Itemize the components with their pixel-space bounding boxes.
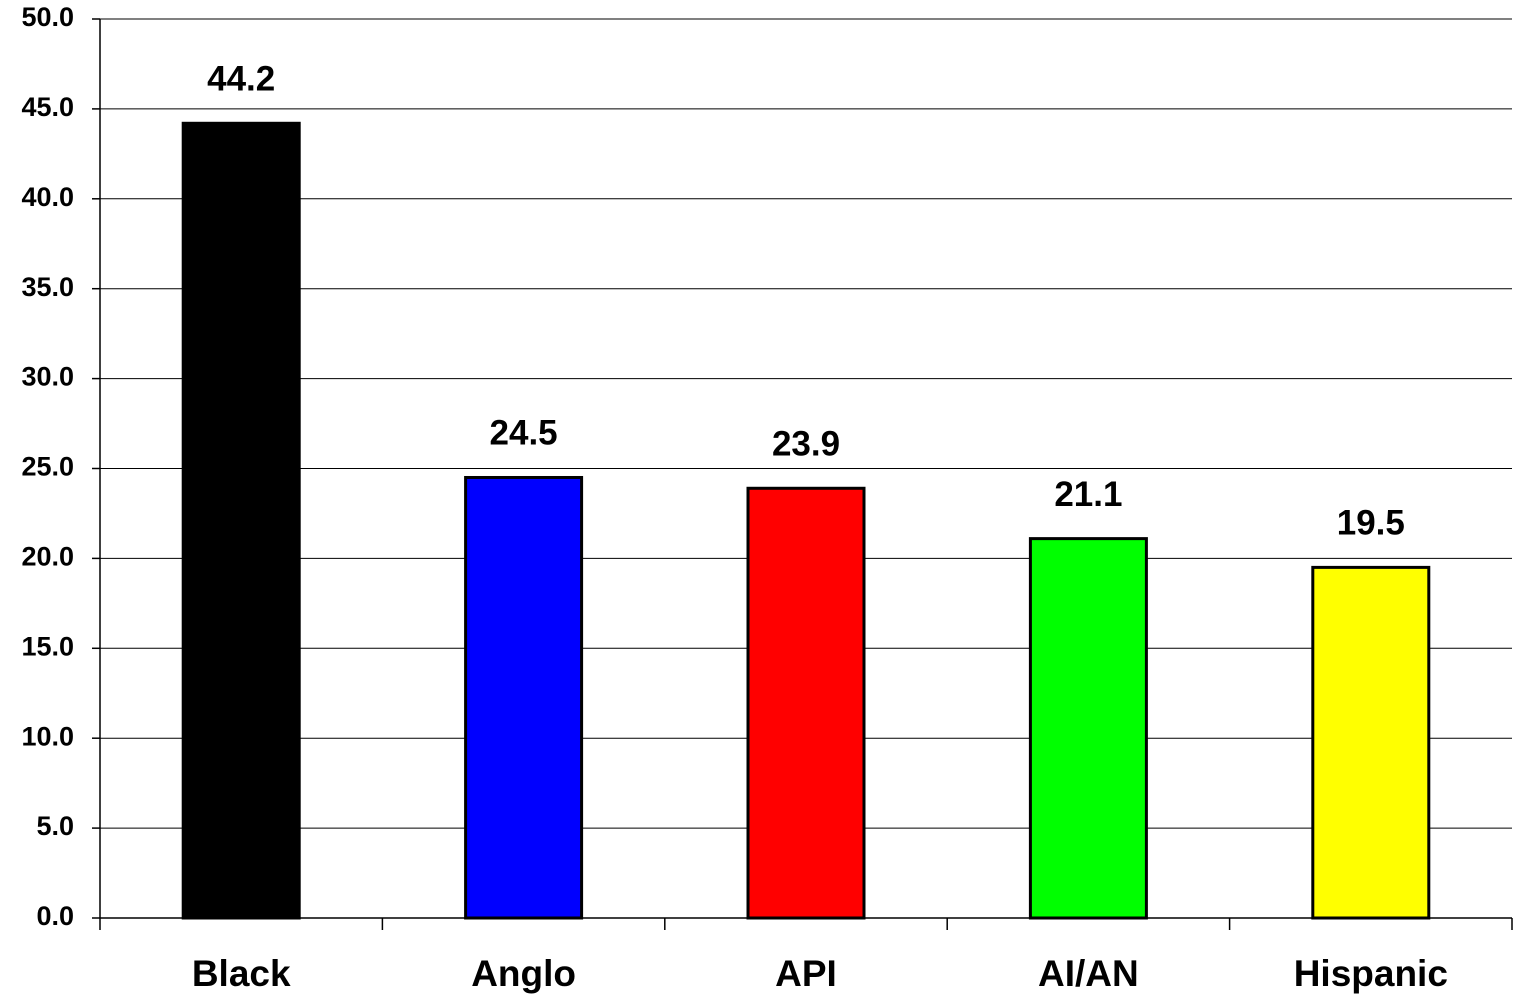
bar	[746, 486, 866, 920]
y-tick-label: 30.0	[21, 362, 74, 392]
x-tick-label: API	[775, 953, 837, 994]
y-tick-label: 50.0	[21, 2, 74, 32]
y-tick-label: 45.0	[21, 92, 74, 122]
x-tick-label: Hispanic	[1294, 953, 1448, 994]
bar	[1311, 565, 1431, 920]
y-tick-label: 20.0	[21, 542, 74, 572]
value-label: 24.5	[490, 414, 558, 453]
y-tick-label: 10.0	[21, 721, 74, 751]
x-tick-label: Anglo	[471, 953, 576, 994]
y-tick-label: 15.0	[21, 631, 74, 661]
value-label: 21.1	[1054, 475, 1122, 514]
bar	[181, 121, 301, 920]
y-tick-label: 5.0	[36, 811, 74, 841]
y-tick-label: 25.0	[21, 452, 74, 482]
y-tick-label: 35.0	[21, 272, 74, 302]
x-tick-label: Black	[192, 953, 291, 994]
value-label: 19.5	[1337, 504, 1405, 543]
x-tick-label: AI/AN	[1038, 953, 1139, 994]
bar	[1028, 537, 1148, 920]
value-label: 23.9	[772, 425, 840, 464]
y-tick-label: 40.0	[21, 182, 74, 212]
bar	[464, 475, 584, 920]
value-label: 44.2	[207, 60, 275, 99]
y-tick-label: 0.0	[36, 901, 74, 931]
